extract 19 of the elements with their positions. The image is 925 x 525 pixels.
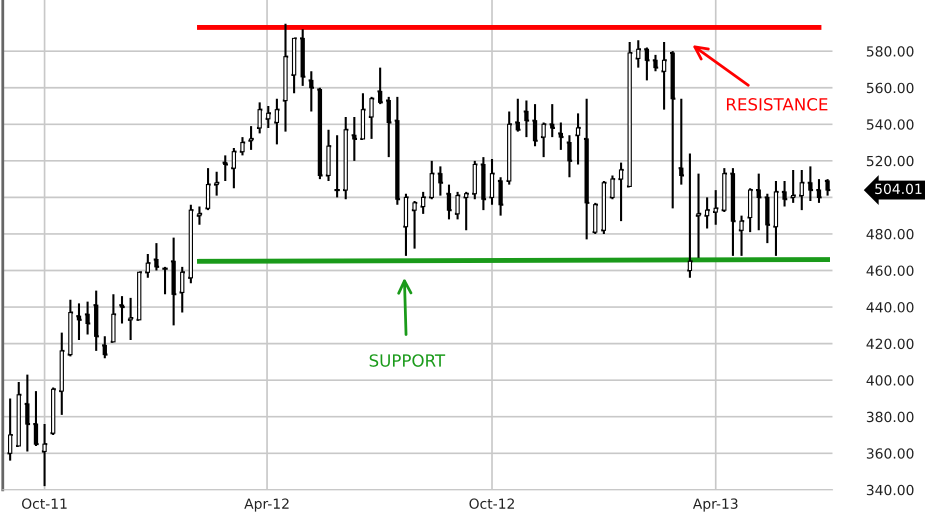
y-tick-label: 560.00 — [866, 82, 914, 94]
y-tick-label: 540.00 — [866, 119, 914, 130]
annotation: SUPPORT — [370, 354, 446, 367]
y-tick-label: 460.00 — [866, 265, 914, 276]
x-tick-label: Apr-12 — [244, 498, 289, 512]
y-tick-label: 340.00 — [866, 484, 914, 496]
y-tick-label: 380.00 — [866, 412, 914, 422]
y-tick-label: 520.00 — [866, 156, 914, 166]
annotation: RESISTANCE — [726, 98, 828, 111]
y-tick-label: 420.00 — [866, 338, 914, 350]
x-tick-label: Oct-12 — [469, 498, 514, 509]
y-tick-label: 360.00 — [866, 448, 914, 459]
text: 504.01 — [875, 184, 922, 194]
y-tick-label: 400.00 — [866, 375, 914, 386]
y-tick-label: 440.00 — [866, 302, 914, 313]
y-tick-label: 580.00 — [866, 46, 914, 57]
y-tick-label: 480.00 — [866, 228, 914, 240]
x-tick-label: Oct-11 — [22, 498, 67, 509]
x-tick-label: Apr-13 — [692, 498, 738, 512]
